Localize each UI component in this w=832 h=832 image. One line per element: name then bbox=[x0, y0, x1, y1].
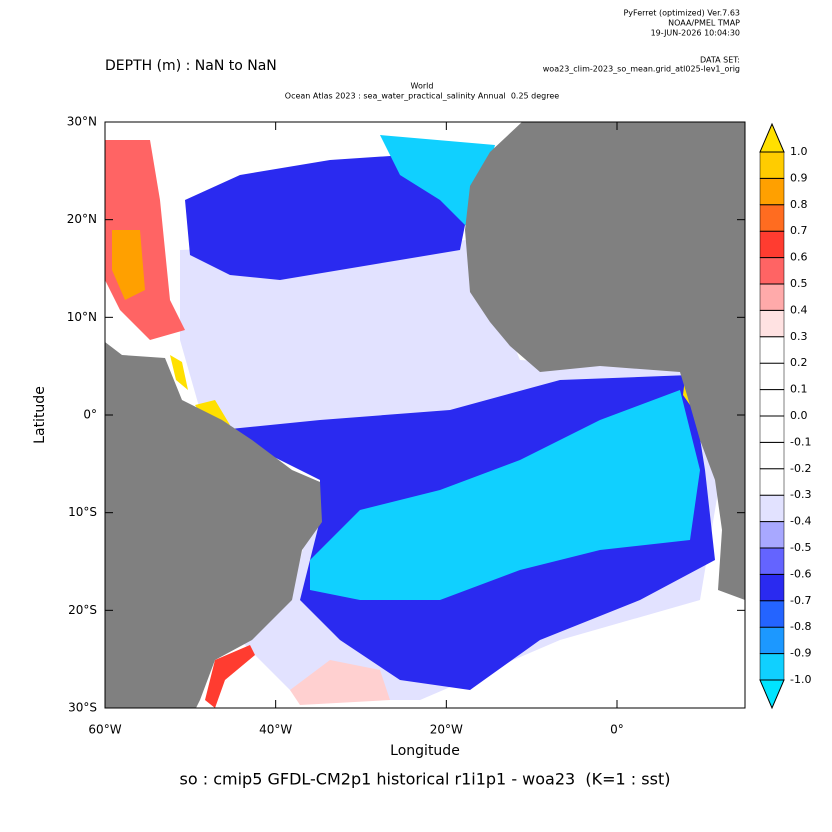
colorbar-label: 0.7 bbox=[790, 224, 808, 237]
colorbar-bin bbox=[759, 257, 785, 285]
south-pink-zone bbox=[290, 660, 390, 705]
y-axis-label: Latitude bbox=[32, 386, 48, 444]
y-tick-label: 10°S bbox=[68, 505, 97, 519]
x-tick-label: 60°W bbox=[88, 723, 121, 737]
caption: so : cmip5 GFDL-CM2p1 historical r1i1p1 … bbox=[180, 770, 671, 789]
header-line: NOAA/PMEL TMAP bbox=[668, 19, 740, 28]
south-america bbox=[105, 342, 322, 708]
colorbar-bin bbox=[759, 626, 785, 654]
x-axis-label: Longitude bbox=[390, 743, 460, 759]
dataset-label: DATA SET: bbox=[700, 56, 740, 65]
colorbar-bin bbox=[759, 442, 785, 470]
y-tick-label: 0° bbox=[83, 408, 97, 422]
colorbar-label: -0.8 bbox=[790, 620, 811, 633]
colorbar-label: 0.5 bbox=[790, 277, 808, 290]
x-tick-label: 20°W bbox=[430, 723, 463, 737]
colorbar-over bbox=[759, 122, 785, 153]
north-orange-core bbox=[112, 230, 145, 300]
colorbar-label: -0.9 bbox=[790, 647, 811, 660]
southwest-red-zone bbox=[205, 645, 255, 708]
colorbar-label: -0.5 bbox=[790, 541, 811, 554]
land bbox=[105, 122, 745, 708]
subtitle: World bbox=[411, 82, 434, 91]
colorbar-bin bbox=[759, 574, 785, 602]
colorbar-label: 0.4 bbox=[790, 303, 808, 316]
colorbar-label: 0.3 bbox=[790, 330, 808, 343]
y-tick-label: 20°S bbox=[68, 603, 97, 617]
colorbar-label: -0.2 bbox=[790, 462, 811, 475]
colorbar-label: 1.0 bbox=[790, 145, 808, 158]
colorbar-bin bbox=[759, 204, 785, 232]
colorbar-label: -0.3 bbox=[790, 488, 811, 501]
colorbar-label: -1.0 bbox=[790, 673, 811, 686]
colorbar-label: 0.9 bbox=[790, 171, 808, 184]
colorbar-bin bbox=[759, 521, 785, 549]
field bbox=[105, 135, 720, 708]
colorbar-bin bbox=[759, 653, 785, 681]
colorbar-bin bbox=[759, 494, 785, 522]
y-tick-label: 20°N bbox=[67, 212, 97, 226]
africa bbox=[465, 122, 745, 600]
colorbar-label: 0.6 bbox=[790, 251, 808, 264]
colorbar-bin bbox=[759, 230, 785, 258]
colorbar-bin bbox=[759, 600, 785, 628]
colorbar-label: -0.6 bbox=[790, 567, 811, 580]
y-tick-label: 30°N bbox=[67, 115, 97, 129]
colorbar-bin bbox=[759, 283, 785, 311]
colorbar-bin bbox=[759, 178, 785, 206]
colorbar-bin bbox=[759, 547, 785, 575]
colorbar-label: -0.1 bbox=[790, 435, 811, 448]
x-tick-label: 0° bbox=[610, 723, 624, 737]
colorbar-label: 0.1 bbox=[790, 383, 808, 396]
colorbar-label: 0.0 bbox=[790, 409, 808, 422]
coastal-yellow bbox=[170, 355, 695, 425]
colorbar-label: -0.4 bbox=[790, 515, 811, 528]
colorbar-bin bbox=[759, 389, 785, 417]
colorbar-bin bbox=[759, 362, 785, 390]
header-line: PyFerret (optimized) Ver.7.63 bbox=[623, 9, 740, 18]
colorbar-label: -0.7 bbox=[790, 594, 811, 607]
north-blue-band bbox=[185, 150, 480, 280]
colorbar-label: 0.8 bbox=[790, 198, 808, 211]
dataset: woa23_clim-2023_so_mean.grid_atl025-lev1… bbox=[543, 65, 740, 74]
colorbar-bin bbox=[759, 468, 785, 496]
colorbar-bin bbox=[759, 415, 785, 443]
south-cyan-band bbox=[310, 390, 700, 600]
title: DEPTH (m) : NaN to NaN bbox=[105, 58, 277, 74]
colorbar-bin bbox=[759, 151, 785, 179]
x-tick-label: 40°W bbox=[259, 723, 292, 737]
colorbar-bin bbox=[759, 310, 785, 338]
header-line: 19-JUN-2026 10:04:30 bbox=[651, 29, 740, 38]
north-cyan-band bbox=[380, 135, 495, 230]
y-tick-label: 10°N bbox=[67, 310, 97, 324]
colorbar-bin bbox=[759, 336, 785, 364]
colorbar-label: 0.2 bbox=[790, 356, 808, 369]
subtitle: Ocean Atlas 2023 : sea_water_practical_s… bbox=[285, 92, 560, 101]
colorbar-under bbox=[759, 679, 785, 710]
y-tick-label: 30°S bbox=[68, 701, 97, 715]
